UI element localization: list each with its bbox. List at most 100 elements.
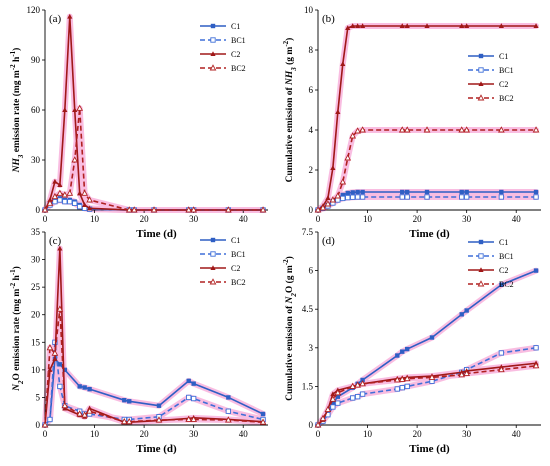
panel-b-series-c2	[315, 23, 539, 212]
panel-b-series-c2-point-11	[404, 23, 410, 28]
panel-c-x-label: Time (d)	[136, 443, 177, 455]
panel-d-ytick-label-1_5: 1.5	[302, 381, 314, 391]
panel-b-series-bc1-point-15	[498, 194, 505, 200]
panel-d-xtick-label-10: 10	[363, 429, 373, 439]
panel-b-series-bc1-point-7	[350, 194, 356, 200]
panel-c-ytick-label-10: 10	[31, 365, 41, 375]
panel-c-legend-marker-bc2	[209, 278, 217, 285]
panel-c-series-bc2-point-7	[86, 407, 93, 414]
panel-d-tag: (d)	[322, 235, 335, 247]
panel-d-series-c1-point-4	[335, 394, 341, 399]
panel-c-xtick-label-40: 40	[239, 429, 249, 439]
panel-c-series-bc2-point-2	[51, 349, 59, 356]
panel-c-series-bc1-point-1	[47, 416, 53, 423]
panel-d-series-bc1-point-9	[399, 385, 405, 391]
panel-d-series-bc1-point-5	[350, 395, 356, 401]
panel-a: 0 10 20 30 40 0 30 60 90 120 NH3 emission rate (mg…	[9, 5, 268, 240]
panel-d-xtick-label-40: 40	[512, 429, 522, 439]
panel-b-series-c1-point-8	[355, 189, 360, 195]
panel-d-series-c1-point-15	[533, 268, 539, 273]
panel-c-series-c1-point-3	[57, 362, 63, 367]
panel-d-series-bc2-point-3	[329, 395, 337, 402]
panel-c-series-c1-point-14	[260, 411, 266, 417]
panel-d-series-bc1-point-8	[394, 386, 400, 392]
panel-c-ytick-label-15: 15	[31, 337, 41, 347]
panel-a-series-bc2-point-10	[125, 206, 133, 213]
panel-b: 0 10 20 30 40 0 2 4 6 8 10 Cumulative emission of N…	[282, 5, 541, 240]
panel-a-series-bc2-point-7	[76, 104, 84, 111]
panel-c-legend: C1 BC1 C2 BC2	[200, 236, 246, 287]
panel-d-xtick-label-30: 30	[462, 429, 472, 439]
panel-d-series-bc2-line	[317, 365, 537, 426]
panel-b-series-bc2	[314, 126, 540, 213]
panel-a-series-bc1-point-3	[57, 197, 63, 203]
panel-c-series-bc2-point-3	[56, 305, 64, 312]
panel-a-series-bc2-point-6	[71, 156, 79, 163]
panel-a-series-c2-point-3	[57, 182, 63, 187]
panel-b-series-c2-point-3	[330, 165, 336, 170]
panel-a-series-bc2-point-13	[185, 206, 193, 213]
panel-a-series-bc2-point-3	[56, 189, 64, 196]
panel-a-series-bc2-point-0	[41, 206, 49, 213]
panel-b-series-bc2-point-7	[349, 132, 357, 139]
panel-b-series-c2-point-4	[335, 109, 341, 114]
panel-d-series-bc2-point-0	[314, 421, 322, 428]
panel-d-xtick-label-0: 0	[316, 429, 321, 439]
panel-b-series-c2-point-10	[399, 23, 405, 28]
panel-b-series-bc2-point-9	[359, 126, 366, 133]
panel-d-highlight-c2	[315, 360, 540, 428]
panel-d-series-c1-point-14	[499, 282, 504, 287]
panel-c-series-c1-point-10	[156, 403, 162, 408]
panel-d-legend: C1 BC1 C2 BC2	[468, 238, 514, 289]
panel-c-ytick-label-30: 30	[31, 255, 41, 265]
panel-b-series-bc1-point-5	[340, 195, 346, 202]
panel-b-series-c2-point-12	[424, 23, 430, 28]
panel-d-series-bc2-point-15	[532, 362, 540, 369]
panel-b-series-bc2-point-16	[532, 126, 540, 133]
panel-a-ytick-label-90: 90	[31, 55, 41, 65]
panel-d-series-bc1-point-4	[335, 400, 341, 406]
panel-c-ytick-label-20: 20	[31, 310, 41, 320]
panel-b-series-bc2-point-0	[314, 206, 322, 213]
panel-a-legend-marker-bc2	[209, 64, 217, 71]
panel-c-legend-label-bc1: BC1	[231, 250, 246, 259]
panel-c-series-c1-point-12	[191, 381, 196, 386]
panel-c-series-bc2	[41, 305, 267, 428]
panel-d-series-bc2-point-2	[324, 405, 332, 413]
panel-c-legend-marker-bc1	[210, 251, 216, 257]
panel-d-series-bc2-point-5	[349, 382, 357, 389]
panel-b-series-c2-point-15	[498, 23, 504, 28]
panel-b-series-bc2-point-1	[319, 204, 327, 211]
panel-b-series-bc1-point-9	[359, 194, 366, 200]
panel-b-series-bc2-point-6	[344, 154, 352, 161]
panel-a-xtick-label-30: 30	[189, 214, 199, 224]
panel-a-series-c2-point-5	[67, 13, 73, 19]
panel-b-series-c1-point-11	[405, 189, 410, 195]
panel-c-series-bc2-point-1	[46, 344, 54, 351]
panel-c-series-c1-point-4	[62, 367, 68, 373]
panel-c-series-c1-point-11	[186, 378, 191, 384]
panel-c-legend-label-bc2: BC2	[231, 278, 246, 287]
panel-b-series-bc1-point-4	[335, 197, 341, 203]
panel-d-series-bc2-point-10	[403, 374, 411, 382]
panel-a-xtick-label-20: 20	[140, 214, 150, 224]
panel-a-series-c2-point-4	[62, 107, 68, 112]
panel-b-series-bc2-point-3	[329, 196, 337, 203]
panel-b-series-bc1-point-14	[464, 194, 470, 200]
panel-d-series-bc2-point-11	[428, 373, 436, 380]
panel-b-xtick-label-40: 40	[512, 214, 522, 224]
panel-b-series-bc1-point-12	[424, 194, 430, 200]
panel-d-series-bc1-point-10	[404, 383, 410, 390]
panel-a-legend-marker-bc1	[210, 37, 216, 43]
panel-a-legend-label-c1: C1	[231, 22, 240, 31]
panel-a-x-label: Time (d)	[136, 228, 177, 240]
panel-b-series-bc2-point-14	[463, 126, 471, 133]
panel-a-xtick-label-0: 0	[43, 214, 48, 224]
panel-a-series-bc2	[41, 104, 267, 213]
panel-c-ytick-label-5: 5	[36, 392, 41, 402]
panel-d-series-c1-point-7	[360, 377, 365, 383]
panel-b-x-label: Time (d)	[409, 228, 450, 240]
panel-c-series-bc2-point-8	[120, 417, 128, 425]
panel-a-series-bc1-point-2	[52, 199, 58, 205]
panel-b-series-c2-point-9	[360, 23, 366, 28]
